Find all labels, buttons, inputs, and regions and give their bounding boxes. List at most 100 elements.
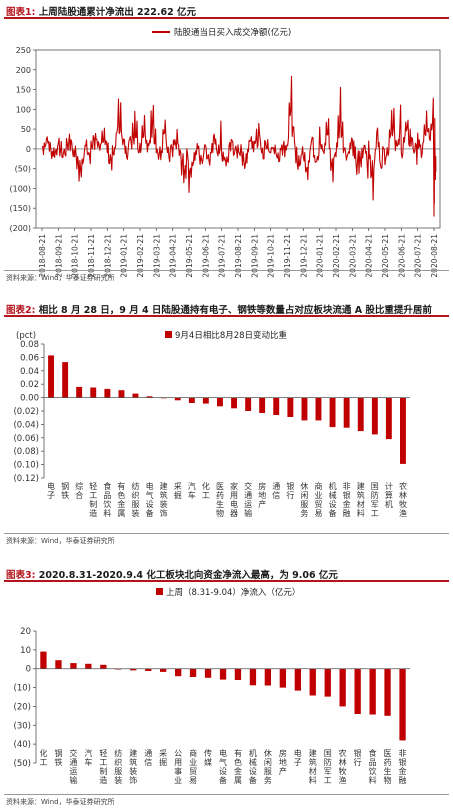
svg-text:媒: 媒 — [204, 758, 212, 767]
svg-text:子: 子 — [294, 758, 302, 767]
svg-text:军: 军 — [371, 500, 379, 509]
y-tick-label: (50) — [15, 165, 31, 174]
svg-text:气: 气 — [219, 757, 227, 767]
svg-text:材: 材 — [357, 499, 365, 509]
svg-text:车: 车 — [84, 757, 92, 767]
figure-2-top-rule — [4, 315, 449, 317]
bar — [189, 668, 197, 677]
svg-text:渔: 渔 — [399, 508, 407, 518]
svg-text:牧: 牧 — [339, 766, 347, 776]
x-category-label: 房地产 — [279, 748, 287, 776]
bar — [385, 397, 392, 440]
svg-text:筑: 筑 — [357, 490, 365, 500]
svg-text:纺: 纺 — [132, 481, 140, 491]
bar — [309, 668, 316, 696]
bar — [100, 664, 107, 669]
svg-text:房: 房 — [258, 481, 266, 491]
svg-text:农: 农 — [399, 481, 407, 491]
svg-text:商: 商 — [315, 481, 323, 491]
y-tick-label: (100) — [9, 184, 31, 193]
x-tick-label: 2019-04-21 — [169, 234, 178, 278]
svg-text:金: 金 — [117, 499, 125, 509]
figure-3-top-rule — [4, 580, 449, 582]
y-tick-label: (200) — [9, 224, 31, 233]
x-tick-label: 2019-06-21 — [201, 234, 210, 278]
legend-label: 上周（8.31-9.04）净流入（亿元） — [166, 587, 300, 598]
svg-text:商: 商 — [189, 748, 197, 758]
svg-text:装: 装 — [114, 775, 122, 785]
svg-text:药: 药 — [216, 490, 224, 500]
svg-text:贸: 贸 — [189, 766, 197, 776]
svg-text:备: 备 — [219, 775, 227, 785]
bar — [174, 397, 181, 401]
bar — [219, 668, 227, 680]
y-tick-label: 50 — [21, 125, 31, 134]
svg-text:饰: 饰 — [129, 775, 137, 785]
svg-text:家: 家 — [230, 481, 238, 491]
svg-text:林: 林 — [399, 490, 407, 500]
series-line — [41, 75, 437, 217]
x-tick-label: 2018-11-21 — [87, 234, 96, 278]
svg-text:物: 物 — [384, 775, 392, 785]
figure-2-label: 图表2: — [6, 305, 36, 316]
svg-text:织: 织 — [114, 757, 122, 767]
svg-text:筑: 筑 — [129, 757, 137, 767]
svg-text:饰: 饰 — [160, 508, 168, 518]
bar — [204, 668, 212, 678]
svg-text:易: 易 — [189, 776, 197, 785]
bar — [231, 397, 237, 409]
bar — [273, 397, 280, 415]
svg-text:设: 设 — [329, 499, 337, 509]
figure-2-title-text: 相比 8 月 28 日，9 月 4 日陆股通持有电子、钢铁等数量占对应板块流通 … — [38, 305, 432, 316]
svg-text:品: 品 — [103, 491, 111, 500]
x-tick-label: 2019-07-21 — [218, 234, 227, 278]
svg-text:设: 设 — [146, 499, 154, 509]
bar — [90, 387, 97, 398]
bar — [343, 397, 350, 428]
svg-text:医: 医 — [216, 482, 224, 491]
x-tick-label: 2020-01-21 — [316, 234, 325, 278]
svg-text:钢: 钢 — [54, 748, 62, 758]
svg-text:钢: 钢 — [61, 481, 69, 491]
y-tick-label: (10) — [14, 684, 31, 694]
svg-text:运: 运 — [244, 500, 252, 509]
svg-text:有: 有 — [117, 481, 125, 491]
x-tick-label: 2019-01-21 — [120, 234, 129, 278]
svg-text:用: 用 — [174, 758, 182, 767]
y-tick-label: (0.06) — [13, 434, 39, 444]
svg-text:生: 生 — [216, 499, 224, 509]
figure-1-label: 图表1: — [6, 7, 36, 18]
svg-text:建: 建 — [160, 481, 168, 491]
legend-label: 9月4日相比8月28日变动比重 — [175, 330, 288, 341]
svg-text:采: 采 — [174, 481, 182, 491]
svg-text:运: 运 — [69, 767, 77, 776]
svg-text:业: 业 — [174, 775, 182, 785]
svg-text:服: 服 — [300, 500, 308, 509]
bar — [354, 668, 361, 714]
y-tick-label: (0.10) — [13, 461, 39, 471]
svg-text:医: 医 — [384, 749, 392, 758]
y-tick-label: (0.08) — [13, 447, 39, 457]
bar — [160, 668, 167, 672]
svg-text:银: 银 — [286, 481, 294, 491]
svg-text:务: 务 — [300, 508, 308, 518]
svg-text:料: 料 — [309, 775, 317, 785]
svg-text:贸: 贸 — [315, 499, 323, 509]
y-tick-label: 20 — [20, 627, 31, 637]
svg-text:造: 造 — [99, 775, 107, 785]
